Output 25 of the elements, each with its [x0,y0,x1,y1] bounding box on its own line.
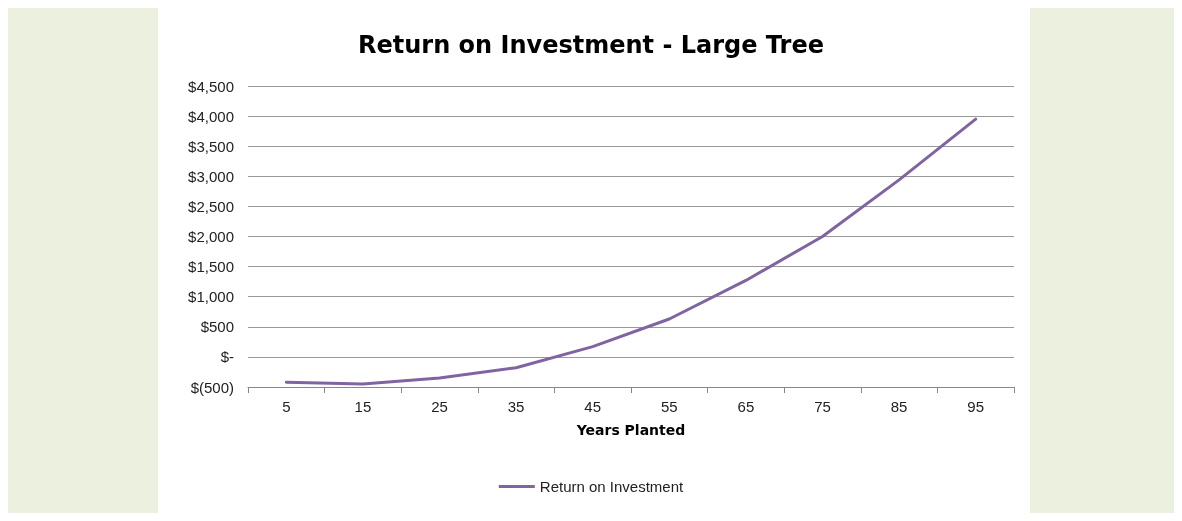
line-series [284,117,978,386]
x-tick-label: 35 [507,398,525,415]
x-tick-label: 55 [660,398,678,415]
y-tick-label: $4,000 [188,107,234,125]
x-tick-label: 65 [737,398,755,415]
x-tick-label: 15 [354,398,372,415]
y-tick-label: $2,000 [188,228,234,245]
legend-label: Return on Investment [539,478,685,495]
y-tick-label: $3,500 [188,137,234,155]
y-tick-label: $4,500 [188,77,234,95]
x-axis-title: Years Planted [575,422,686,438]
y-tick-label: $500 [200,318,234,336]
x-tick-label: 25 [431,398,448,415]
x-tick-label: 95 [967,398,985,415]
x-tick-label: 45 [584,398,602,415]
x-tick-label: 85 [890,398,908,415]
y-tick-label: $1,000 [188,288,234,306]
x-tick-label: 5 [282,398,291,415]
y-tick-label: $2,500 [188,197,234,215]
y-tick-label: $(500) [190,378,234,396]
chart-title: Return on Investment - Large Tree [358,31,824,59]
y-tick-label: $1,500 [188,258,234,276]
x-tick-label: 75 [814,398,831,415]
y-tick-label: $3,000 [188,167,234,185]
y-tick-label: $- [220,348,234,366]
